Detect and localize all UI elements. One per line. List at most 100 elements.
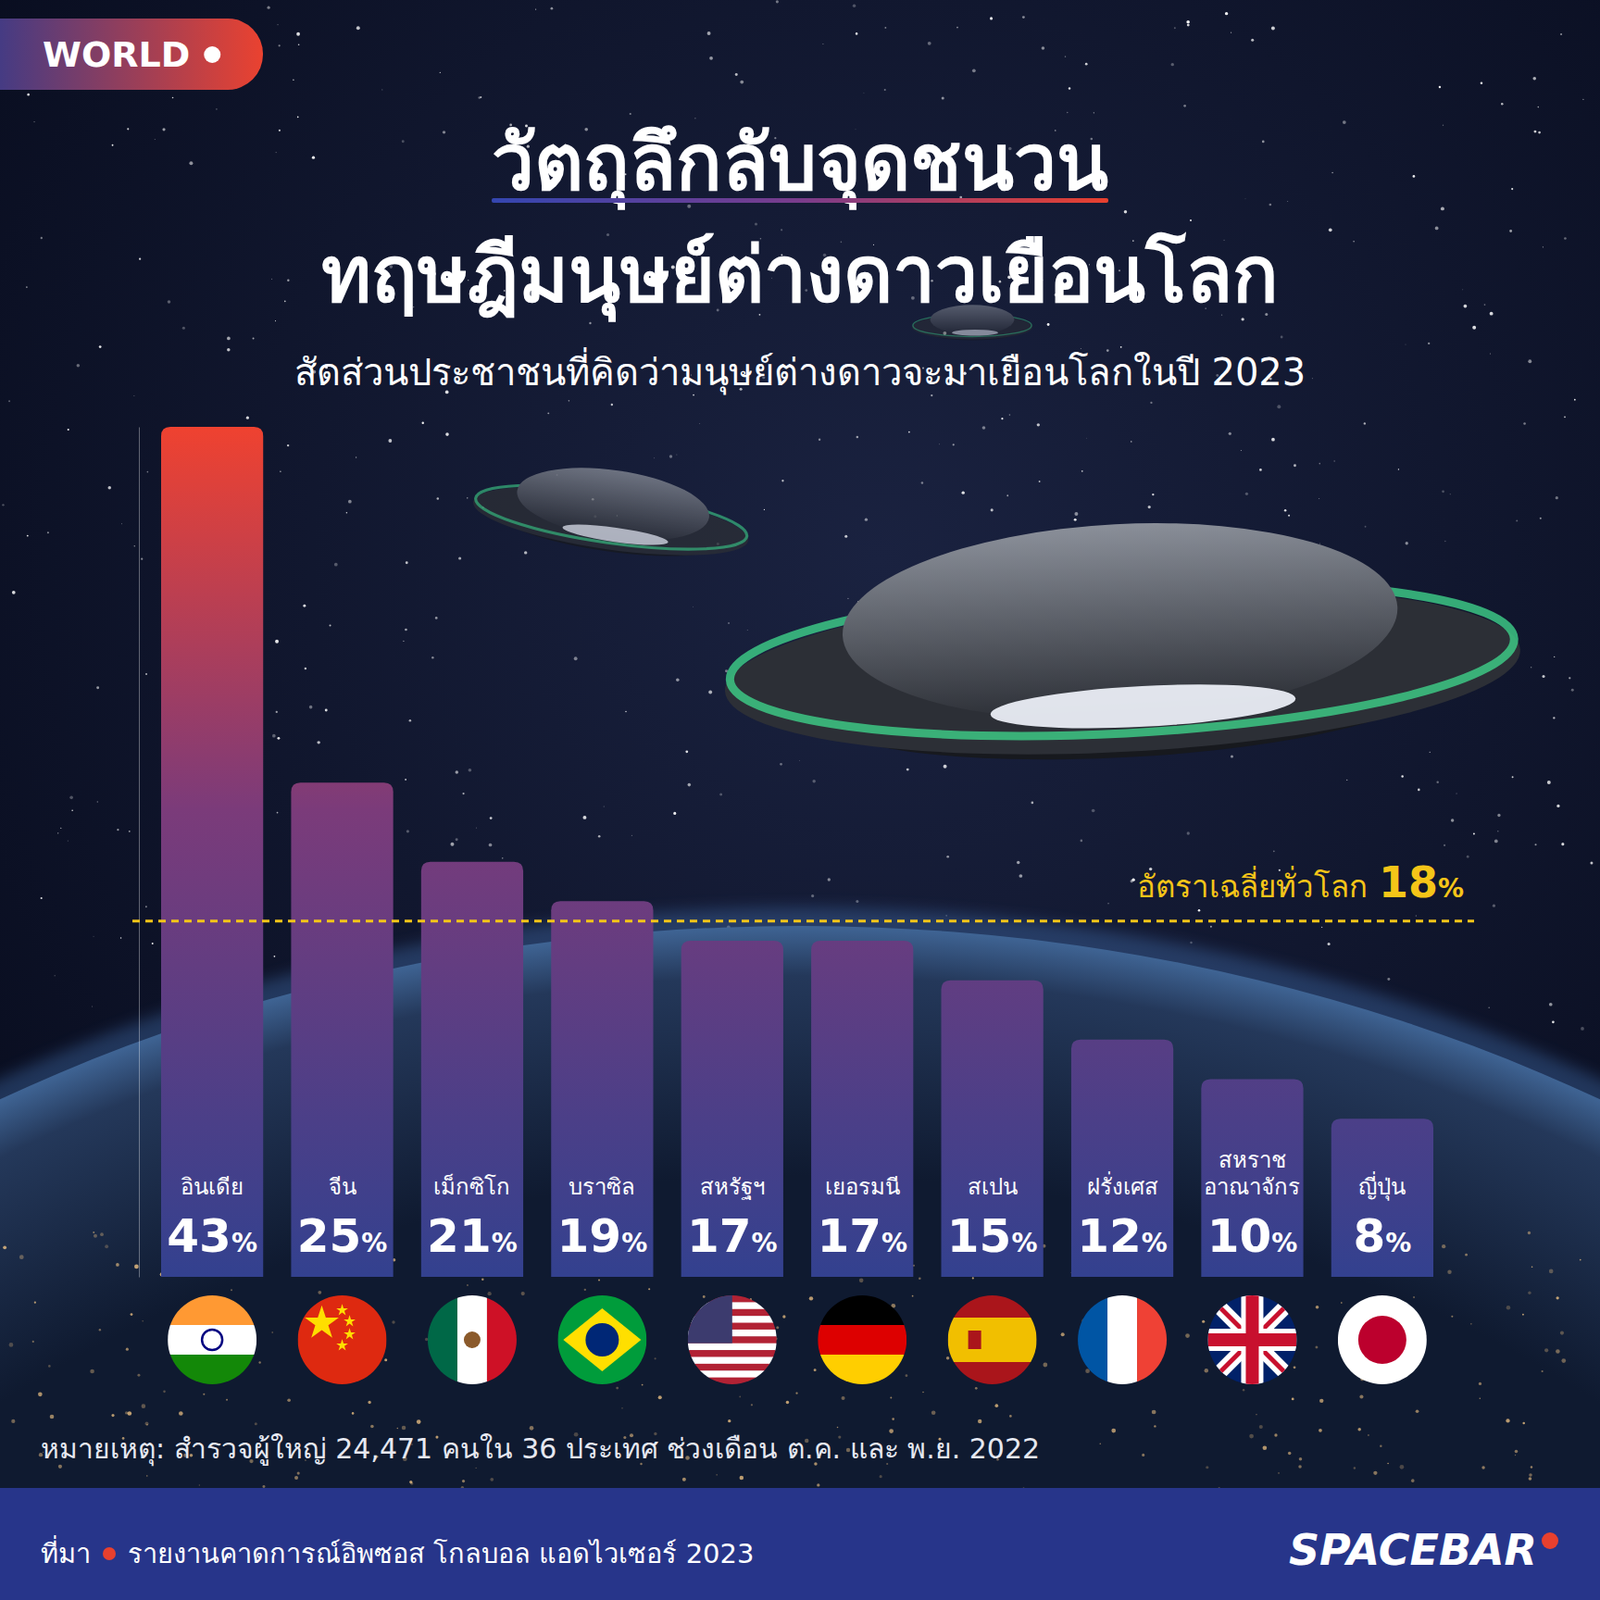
city-light: [658, 1395, 663, 1400]
bar: [1331, 1118, 1434, 1277]
city-light: [841, 1396, 846, 1400]
star: [1441, 489, 1445, 493]
star: [822, 43, 825, 46]
city-light: [1464, 1253, 1468, 1257]
star: [1066, 112, 1069, 114]
city-light: [271, 1331, 274, 1334]
star: [1589, 862, 1593, 865]
city-light: [837, 1426, 839, 1429]
flag-part: [1207, 1295, 1297, 1385]
star: [1462, 288, 1463, 290]
city-light: [178, 1411, 184, 1416]
city-light: [889, 1396, 892, 1399]
star: [182, 326, 186, 330]
city-light: [1274, 1433, 1277, 1437]
star: [1534, 130, 1538, 134]
star: [278, 44, 281, 47]
city-light: [1318, 1428, 1323, 1433]
star: [818, 437, 821, 440]
star: [334, 562, 338, 567]
star: [33, 121, 35, 123]
city-light: [397, 1427, 399, 1429]
city-light: [1479, 1398, 1481, 1400]
flag: [687, 1295, 777, 1386]
star: [1537, 106, 1539, 109]
star: [1537, 131, 1541, 135]
star: [1019, 874, 1024, 878]
city-light: [1531, 1265, 1534, 1268]
average-value: 18%: [1378, 857, 1464, 908]
city-light: [287, 1398, 291, 1402]
bar: [681, 940, 784, 1277]
city-light: [1549, 1269, 1554, 1275]
bar: [1200, 1079, 1303, 1277]
city-light: [1528, 1476, 1533, 1481]
star: [356, 25, 361, 30]
star: [1074, 518, 1077, 522]
star: [1187, 831, 1190, 835]
source-label: ที่มา: [40, 1535, 91, 1570]
category-label: เม็กซิโก: [433, 1173, 511, 1200]
city-light: [475, 1467, 476, 1469]
star: [675, 678, 679, 682]
city-light: [37, 1391, 43, 1397]
ufo-light: [951, 329, 999, 337]
city-light: [1556, 1296, 1560, 1300]
star: [1449, 493, 1451, 496]
city-light: [1099, 1442, 1101, 1445]
city-light: [115, 1262, 120, 1267]
star: [406, 829, 410, 833]
star: [1523, 422, 1526, 425]
city-light: [127, 1411, 133, 1416]
city-light: [1204, 1368, 1209, 1373]
star: [884, 26, 887, 29]
category-label: สหรัฐฯ: [700, 1174, 765, 1200]
star: [972, 68, 976, 73]
star: [930, 394, 933, 397]
star: [1497, 830, 1499, 832]
flag-body: [1337, 1295, 1427, 1385]
star: [535, 8, 537, 10]
star: [1346, 779, 1348, 781]
star: [381, 88, 383, 90]
ufo: [717, 503, 1525, 779]
star: [316, 740, 320, 744]
star: [1086, 437, 1088, 439]
flag-part: [585, 1323, 619, 1357]
star: [1539, 517, 1542, 520]
star: [727, 622, 730, 625]
star: [91, 1005, 94, 1008]
city-light: [654, 1357, 657, 1360]
city-light: [294, 1475, 299, 1480]
city-light: [1530, 1465, 1534, 1469]
star: [1022, 15, 1025, 19]
star: [1093, 112, 1095, 113]
star: [908, 431, 911, 434]
flag-part: [687, 1350, 777, 1358]
city-light: [648, 1287, 650, 1290]
star: [631, 835, 633, 837]
city-light: [297, 1472, 300, 1475]
city-light: [254, 1422, 258, 1425]
star: [151, 942, 154, 945]
city-light: [1111, 1428, 1116, 1434]
star: [812, 779, 815, 783]
star: [1435, 225, 1439, 230]
star: [167, 300, 172, 304]
star: [1198, 909, 1201, 913]
star: [1120, 346, 1123, 349]
city-light: [2, 1245, 7, 1250]
star: [40, 237, 43, 239]
city-light: [1359, 1394, 1363, 1399]
data-label: 12%: [1076, 1209, 1168, 1263]
city-light: [1505, 1418, 1510, 1423]
flag-part: [457, 1295, 488, 1385]
city-light: [716, 1474, 718, 1475]
star: [1250, 38, 1254, 42]
star: [57, 832, 59, 834]
star: [1080, 839, 1084, 843]
star: [862, 91, 865, 94]
star: [781, 479, 784, 482]
city-light: [1242, 1388, 1245, 1391]
star: [927, 41, 932, 46]
